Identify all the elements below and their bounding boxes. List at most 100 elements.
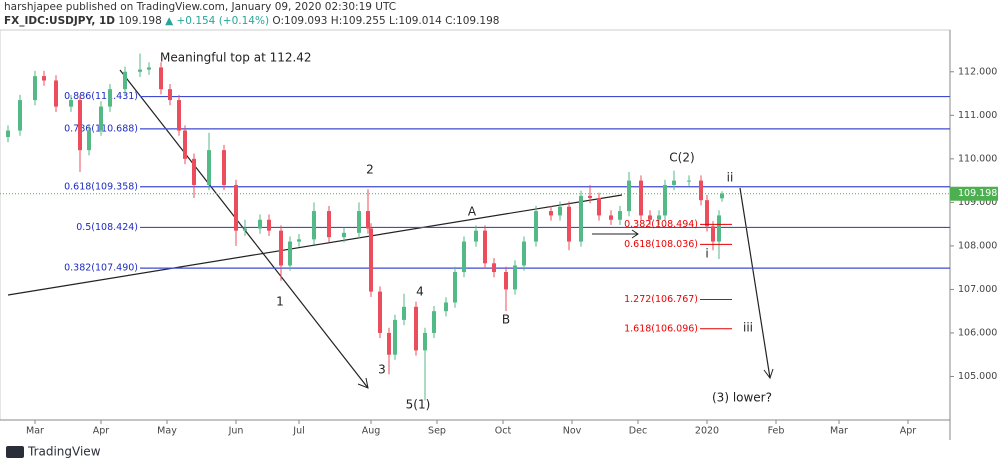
fib-label: 0.618(109.358) bbox=[64, 181, 138, 192]
wave-label: 3 bbox=[378, 363, 386, 377]
candle-body bbox=[657, 215, 661, 220]
price: 109.198 bbox=[118, 15, 162, 27]
candle-body bbox=[243, 228, 247, 231]
wave-label: 5(1) bbox=[406, 398, 431, 412]
x-tick-label: Jun bbox=[228, 426, 244, 437]
annotation: Meaningful top at 112.42 bbox=[160, 51, 312, 65]
open: O:109.093 bbox=[272, 15, 328, 27]
candle-body bbox=[567, 206, 571, 242]
candle-body bbox=[663, 184, 667, 216]
x-tick-label: Sep bbox=[428, 426, 446, 437]
wave-label: 1 bbox=[276, 295, 284, 309]
high: H:109.255 bbox=[330, 15, 386, 27]
candle-body bbox=[99, 106, 103, 131]
candle-body bbox=[579, 195, 583, 242]
candle-body bbox=[444, 302, 448, 312]
fib-label: 0.886(111.431) bbox=[64, 91, 138, 102]
candle-body bbox=[42, 76, 46, 81]
candle-body bbox=[483, 230, 487, 264]
candle-body bbox=[648, 215, 652, 220]
wave-label: (3) lower? bbox=[712, 391, 772, 405]
x-tick-label: 2020 bbox=[695, 426, 719, 437]
candle-body bbox=[387, 332, 391, 355]
candle-body bbox=[357, 211, 361, 233]
candle-body bbox=[462, 241, 466, 273]
candle-body bbox=[522, 241, 526, 266]
candle-body bbox=[183, 130, 187, 159]
y-tick-label: 108.000 bbox=[958, 240, 997, 251]
candle-body bbox=[711, 226, 715, 242]
candle-body bbox=[78, 100, 82, 151]
candle-body bbox=[312, 211, 316, 240]
change: ▲ +0.154 (+0.14%) bbox=[165, 15, 270, 27]
candle-body bbox=[366, 211, 370, 229]
y-tick-label: 110.000 bbox=[958, 153, 997, 164]
wave-label: B bbox=[502, 313, 510, 327]
wave-label: C(2) bbox=[669, 151, 694, 165]
candle-body bbox=[222, 150, 226, 185]
candle-body bbox=[207, 150, 211, 185]
logo-text: TradingView bbox=[27, 445, 101, 459]
plot-frame bbox=[0, 29, 951, 421]
candle-body bbox=[378, 291, 382, 333]
x-tick-label: Nov bbox=[563, 426, 582, 437]
extension-label: 1.618(106.096) bbox=[624, 323, 698, 334]
publisher: harshjapee published on TradingView.com,… bbox=[4, 1, 397, 13]
wave-label: ii bbox=[727, 171, 734, 185]
low: L:109.014 bbox=[389, 15, 442, 27]
candle-body bbox=[87, 130, 91, 151]
candle-body bbox=[138, 69, 142, 72]
candle-body bbox=[474, 230, 478, 242]
candle-body bbox=[492, 263, 496, 273]
fib-label: 0.5(108.424) bbox=[76, 222, 138, 233]
candle-body bbox=[33, 76, 37, 101]
candle-body bbox=[414, 306, 418, 351]
candle-body bbox=[627, 180, 631, 212]
y-tick-label: 111.000 bbox=[958, 110, 997, 121]
candle-body bbox=[123, 71, 127, 90]
candle-body bbox=[672, 180, 676, 185]
x-tick-label: Dec bbox=[629, 426, 647, 437]
x-tick-label: Feb bbox=[768, 426, 785, 437]
candle-body bbox=[297, 239, 301, 242]
candle-body bbox=[267, 219, 271, 231]
candle-body bbox=[192, 158, 196, 185]
candle-body bbox=[618, 211, 622, 220]
candle-body bbox=[513, 265, 517, 290]
symbol: FX_IDC:USDJPY, 1D bbox=[4, 15, 115, 27]
x-tick-label: Mar bbox=[830, 426, 848, 437]
extension-label: 0.382(108.494) bbox=[624, 219, 698, 230]
last-price-label: 109.198 bbox=[958, 188, 997, 199]
candle-body bbox=[549, 211, 553, 216]
projection-arrow bbox=[739, 187, 771, 379]
candle-body bbox=[393, 319, 397, 355]
candle-body bbox=[717, 215, 721, 242]
wave-label: iii bbox=[743, 321, 753, 335]
candle-body bbox=[108, 89, 112, 107]
candle-body bbox=[159, 67, 163, 90]
candle-body bbox=[234, 184, 238, 231]
x-tick-label: Apr bbox=[93, 426, 110, 437]
y-tick-label: 112.000 bbox=[958, 66, 997, 77]
extension-label: 1.272(106.767) bbox=[624, 294, 698, 305]
candle-body bbox=[177, 100, 181, 131]
candle-body bbox=[705, 200, 709, 227]
candle-body bbox=[423, 332, 427, 351]
symbol-line: FX_IDC:USDJPY, 1D 109.198 ▲ +0.154 (+0.1… bbox=[4, 14, 499, 28]
candle-body bbox=[588, 195, 592, 199]
arrow-head bbox=[357, 377, 369, 389]
candle-body bbox=[504, 272, 508, 290]
x-tick-label: Mar bbox=[26, 426, 44, 437]
trend-line bbox=[7, 194, 623, 296]
arrow-head bbox=[763, 368, 774, 380]
candle-body bbox=[639, 180, 643, 216]
candle-body bbox=[6, 130, 10, 138]
wave-label: 2 bbox=[366, 163, 374, 177]
close: C:109.198 bbox=[445, 15, 500, 27]
candle-body bbox=[609, 215, 613, 220]
candle-body bbox=[18, 100, 22, 131]
candle-body bbox=[69, 100, 73, 107]
last-price-tag bbox=[950, 186, 998, 201]
